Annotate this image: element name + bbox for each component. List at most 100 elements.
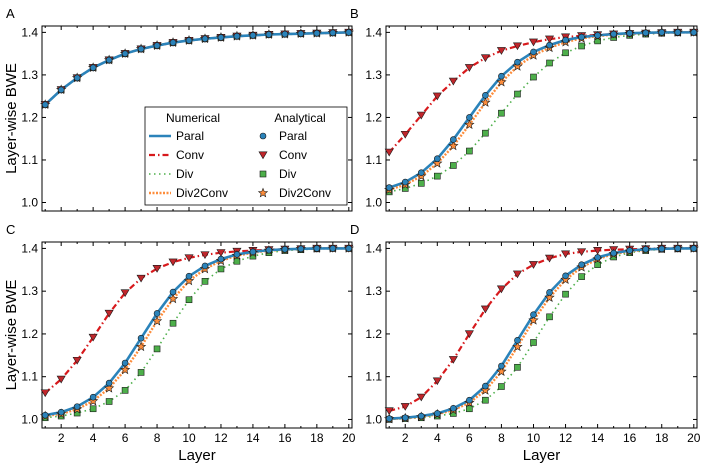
x-tick-label: 10 [527,431,541,445]
marker-div [137,369,145,376]
marker-paral [233,32,241,40]
x-tick-label: 14 [591,431,605,445]
marker-div2conv [151,315,163,326]
marker-paral [546,41,553,49]
marker-conv [384,148,394,157]
y-tick-label: 1.3 [365,68,382,82]
marker-div2conv [480,384,491,395]
marker-paral [201,35,209,43]
marker-conv [544,35,555,44]
marker-paral [610,249,617,257]
marker-conv [104,309,114,318]
legend-title-analytical: Analytical [274,111,325,125]
marker-div [233,257,241,265]
marker-div [153,345,161,353]
y-tick-label: 1.4 [365,241,382,255]
y-tick-label: 1.0 [21,195,38,209]
marker-paral [137,45,145,53]
marker-conv [200,251,210,260]
marker-paral [201,262,209,270]
marker-div [89,405,97,413]
legend-label-numerical: Div [176,167,193,181]
marker-paral [217,255,225,263]
marker-conv [561,250,571,259]
marker-conv [88,333,98,342]
panel-b: B 1.0 1.1 1.2 1.3 1.4 [350,6,699,212]
x-tick-label: 14 [246,431,260,445]
marker-paral [658,245,666,253]
marker-paral [658,29,666,36]
marker-paral [417,169,425,177]
marker-paral [265,31,273,38]
marker-paral [578,33,585,41]
marker-paral [385,184,393,191]
marker-div [514,363,521,371]
marker-div [482,129,489,137]
marker-div [217,265,225,273]
panel-c: C 1.0 1.1 1.2 1.3 1.4 2 4 6 8 10 12 14 16 18 20 Layer Lay… [3,222,356,464]
marker-conv [480,305,490,314]
legend-label-analytical: Div2Conv [279,186,331,200]
marker-paral [401,414,409,422]
marker-conv [216,249,226,257]
marker-conv [528,38,539,47]
marker-conv [448,356,458,364]
x-tick-label: 16 [623,431,637,445]
marker-div [594,261,601,268]
marker-div2conv [119,364,131,375]
marker-div2conv [560,274,571,285]
marker-paral [385,415,393,422]
legend-label-analytical: Div [279,167,296,181]
y-tick-label: 1.1 [365,370,382,384]
y-tick-label: 1.4 [21,241,38,255]
marker-div [169,319,177,327]
marker-paral [610,30,617,38]
marker-conv [432,92,442,101]
y-tick-label: 1.4 [365,25,382,39]
series-line-conv [388,247,694,412]
marker-paral [121,50,129,57]
marker-paral [345,29,353,36]
legend: Numerical Analytical Paral Paral Conv Conv Div… [144,106,348,206]
panel-label: D [350,222,359,237]
marker-paral [482,92,489,99]
marker-paral [153,310,161,317]
marker-div [185,296,193,304]
x-tick-label: 8 [154,431,161,445]
marker-conv [512,42,522,51]
x-tick-label: 2 [402,431,409,445]
marker-paral [265,246,273,254]
x-axis-label: Layer [178,447,216,464]
y-tick-label: 1.3 [21,68,38,82]
marker-paral [169,39,177,46]
legend-marker-paral [259,132,267,140]
marker-paral [514,337,521,344]
legend-box [144,106,348,206]
marker-div2conv [432,157,443,168]
x-tick-label: 6 [466,431,473,445]
marker-div [546,59,553,67]
panel-label: B [350,6,359,21]
marker-paral [642,245,650,253]
x-tick-label: 12 [214,431,228,445]
panel-d: D 1.0 1.1 1.2 1.3 1.4 2 4 6 8 10 12 14 16 18 20 Layer [350,222,701,464]
y-tick-label: 1.2 [365,110,382,124]
marker-paral [401,178,409,186]
marker-conv [56,375,66,384]
marker-paral [498,362,505,370]
marker-div2conv [464,119,475,130]
x-tick-label: 10 [182,431,196,445]
marker-paral [217,34,225,41]
marker-conv [400,403,410,411]
marker-paral [433,410,441,417]
marker-conv [400,130,410,139]
marker-paral [329,29,337,37]
legend-marker-conv [258,151,268,160]
marker-conv [528,261,539,269]
marker-div [498,383,505,390]
x-tick-label: 18 [655,431,669,445]
marker-div2conv [183,275,195,286]
marker-paral [642,29,650,37]
marker-div2conv [135,341,147,352]
marker-div2conv [448,140,459,151]
